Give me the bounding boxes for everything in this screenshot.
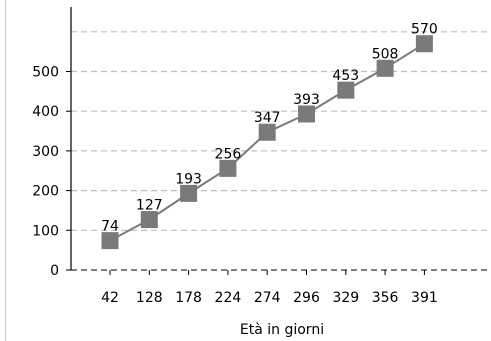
data-marker [298, 105, 315, 123]
data-marker [180, 184, 198, 202]
y-tick-label: 200 [32, 184, 59, 200]
y-tick-label: 100 [32, 223, 59, 239]
x-tick-label: 391 [411, 290, 438, 306]
data-labels: 74 127 193 256 347 393 453 508 570 [101, 22, 438, 235]
data-marker [140, 211, 158, 229]
y-tick-label: 300 [32, 144, 59, 160]
data-label: 570 [411, 22, 438, 38]
x-tick-label: 296 [293, 290, 320, 306]
data-label: 193 [175, 171, 202, 187]
frame-edge-line [5, 0, 6, 341]
data-marker [258, 123, 276, 141]
x-tick-label: 128 [136, 290, 163, 306]
data-marker [415, 35, 433, 53]
x-tick-label: 42 [101, 290, 119, 306]
x-tick-label: 356 [372, 290, 399, 306]
data-marker [337, 81, 355, 99]
x-tick-label: 224 [215, 290, 242, 306]
y-tick-label: 500 [32, 65, 59, 81]
x-ticks: 42 128 178 224 274 296 329 356 391 [101, 270, 438, 306]
data-markers [101, 35, 433, 250]
data-marker [376, 59, 394, 77]
data-label: 453 [332, 68, 359, 84]
data-marker [101, 232, 119, 250]
y-ticks: 0 100 200 300 400 500 [32, 65, 71, 279]
data-label: 256 [215, 146, 242, 162]
data-marker [219, 159, 237, 177]
x-tick-label: 329 [332, 290, 359, 306]
x-tick-label: 178 [175, 290, 202, 306]
data-label: 347 [254, 110, 281, 126]
data-label: 127 [136, 198, 163, 214]
x-tick-label: 274 [254, 290, 281, 306]
data-label: 393 [293, 92, 320, 108]
data-label: 74 [101, 219, 119, 235]
y-tick-label: 0 [50, 263, 59, 279]
x-axis-label: Età in giorni [240, 322, 324, 338]
data-label: 508 [372, 46, 399, 62]
grid-lines [71, 31, 491, 271]
y-tick-label: 400 [32, 104, 59, 120]
